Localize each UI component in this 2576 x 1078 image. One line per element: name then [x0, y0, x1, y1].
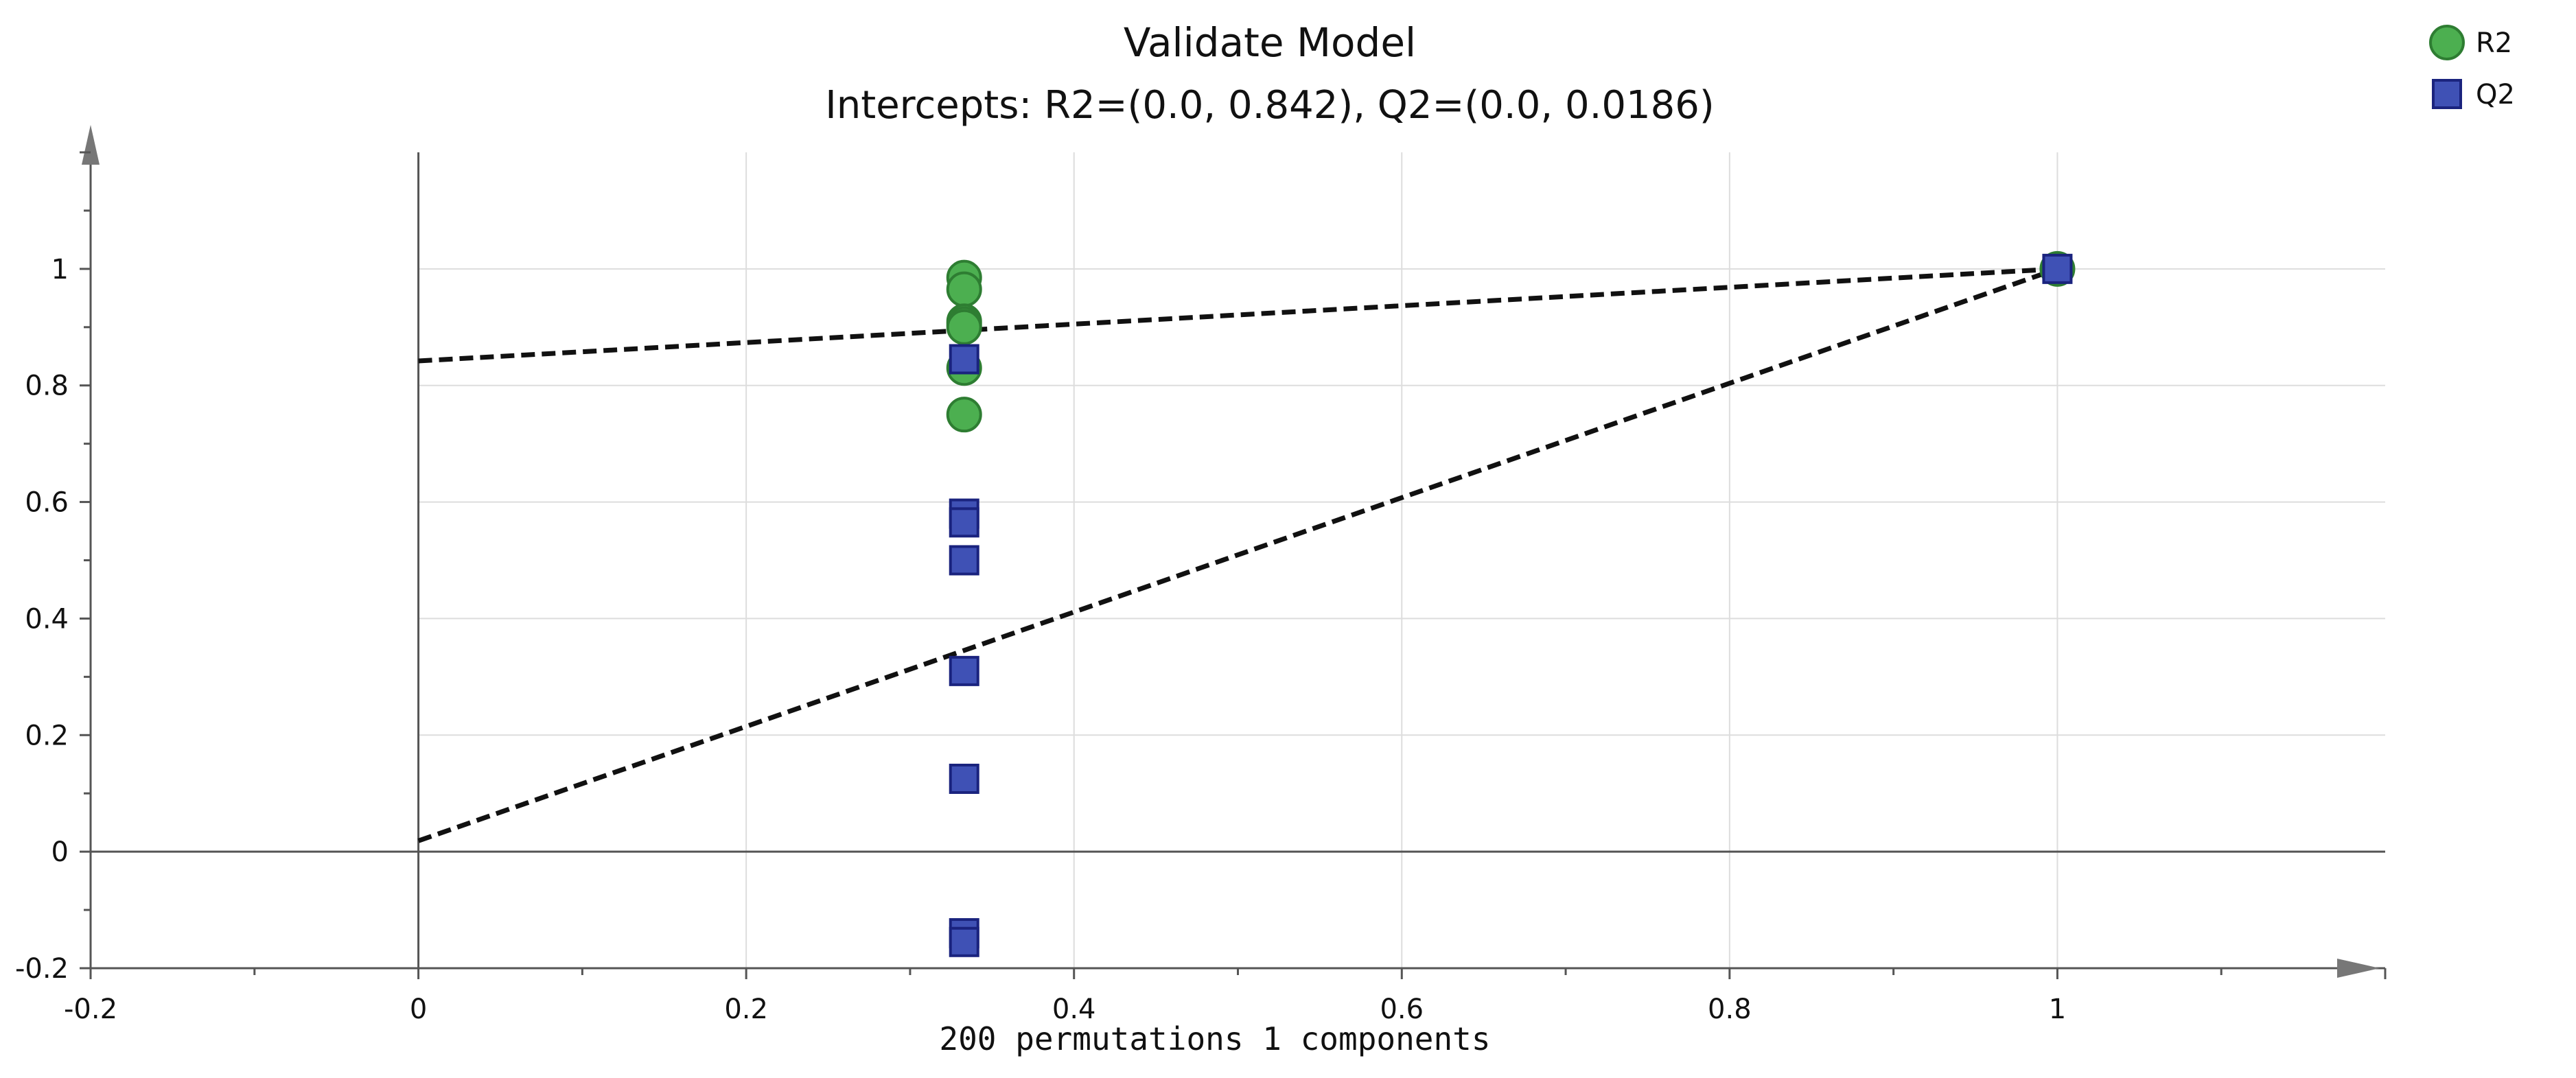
chart-subtitle: Intercepts: R2=(0.0, 0.842), Q2=(0.0, 0.…	[825, 83, 1714, 128]
x-tick-label: 0.8	[1708, 994, 1752, 1025]
r2-intercept-line	[418, 266, 2058, 364]
y-tick-label: -0.2	[15, 953, 69, 985]
y-axis-arrow	[82, 125, 100, 165]
q2-point	[2042, 253, 2073, 284]
q2-point	[949, 926, 979, 957]
y-tick-label: 1	[51, 254, 69, 285]
legend: R2 Q2	[2429, 25, 2515, 110]
q2-legend-label: Q2	[2476, 79, 2515, 110]
q2-intercept-line	[417, 266, 2058, 843]
regression-lines	[417, 266, 2058, 843]
chart-title: Validate Model	[1124, 19, 1416, 66]
q2-point	[949, 507, 979, 538]
data-points	[946, 250, 2076, 957]
r2-point	[946, 397, 982, 433]
y-tick-label: 0.8	[25, 371, 69, 402]
x-tick-label: -0.2	[64, 994, 117, 1025]
r2-legend-label: R2	[2476, 27, 2512, 59]
r2-legend-marker	[2429, 25, 2465, 60]
q2-point	[949, 344, 979, 375]
y-tick-label: 0.6	[25, 487, 69, 519]
x-axis-arrow	[2337, 959, 2380, 978]
y-tick-label: 0	[51, 836, 69, 868]
x-axis-label: 200 permutations 1 components	[939, 1020, 1490, 1057]
x-tick-label: 0.4	[1052, 994, 1096, 1025]
grid	[418, 152, 2385, 968]
y-tick-label: 0.4	[25, 603, 69, 635]
tick-labels: -0.2 0 0.2 0.4 0.6 0.8 1 -0.2 0 0.2 0.4 0.6 0.8 1	[15, 254, 2066, 1025]
x-tick-label: 0.6	[1380, 994, 1424, 1025]
r2-point	[946, 271, 982, 307]
x-tick-label: 1	[2049, 994, 2066, 1025]
y-tick-label: 0.2	[25, 720, 69, 751]
axes	[80, 125, 2387, 979]
q2-point	[949, 763, 979, 794]
q2-point	[949, 655, 979, 686]
x-tick-label: 0.2	[724, 994, 768, 1025]
x-tick-label: 0	[410, 994, 427, 1025]
q2-legend-marker	[2432, 79, 2462, 109]
q2-point	[949, 545, 979, 576]
r2-point	[946, 309, 982, 345]
